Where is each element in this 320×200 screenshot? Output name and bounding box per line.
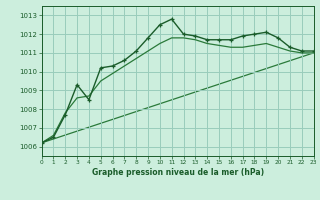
X-axis label: Graphe pression niveau de la mer (hPa): Graphe pression niveau de la mer (hPa)	[92, 168, 264, 177]
